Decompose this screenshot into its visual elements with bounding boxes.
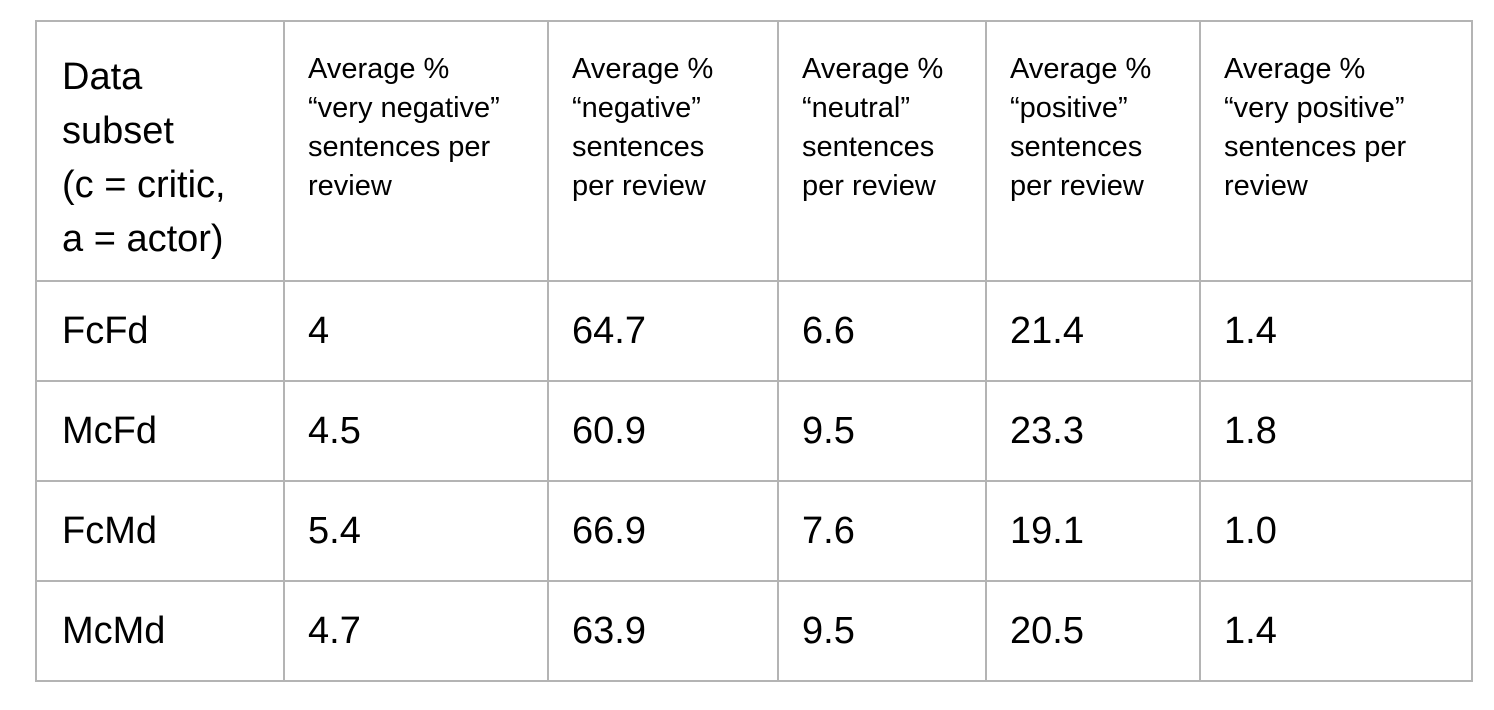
cell-very-positive: 1.0 (1199, 480, 1473, 582)
row-label: McMd (35, 580, 285, 682)
cell-neutral: 7.6 (777, 480, 987, 582)
header-data-subset: Data subset (c = critic, a = actor) (35, 20, 285, 282)
row-label: McFd (35, 380, 285, 482)
cell-positive: 20.5 (985, 580, 1201, 682)
header-negative: Average % “negative” sentences per revie… (547, 20, 779, 282)
cell-positive: 23.3 (985, 380, 1201, 482)
cell-very-positive: 1.4 (1199, 580, 1473, 682)
row-label: FcMd (35, 480, 285, 582)
cell-very-negative: 5.4 (283, 480, 549, 582)
header-very-negative: Average % “very negative” sentences per … (283, 20, 549, 282)
sentiment-table: Data subset (c = critic, a = actor) Aver… (35, 20, 1473, 682)
cell-negative: 66.9 (547, 480, 779, 582)
header-positive: Average % “positive” sentences per revie… (985, 20, 1201, 282)
cell-very-positive: 1.4 (1199, 280, 1473, 382)
cell-negative: 64.7 (547, 280, 779, 382)
header-neutral: Average % “neutral” sentences per review (777, 20, 987, 282)
cell-very-positive: 1.8 (1199, 380, 1473, 482)
cell-neutral: 9.5 (777, 580, 987, 682)
cell-positive: 19.1 (985, 480, 1201, 582)
table-row: FcFd 4 64.7 6.6 21.4 1.4 (35, 280, 1473, 382)
cell-neutral: 6.6 (777, 280, 987, 382)
row-label: FcFd (35, 280, 285, 382)
table-row: McMd 4.7 63.9 9.5 20.5 1.4 (35, 580, 1473, 682)
cell-neutral: 9.5 (777, 380, 987, 482)
table-row: McFd 4.5 60.9 9.5 23.3 1.8 (35, 380, 1473, 482)
cell-very-negative: 4 (283, 280, 549, 382)
cell-negative: 60.9 (547, 380, 779, 482)
cell-very-negative: 4.7 (283, 580, 549, 682)
cell-positive: 21.4 (985, 280, 1201, 382)
cell-negative: 63.9 (547, 580, 779, 682)
header-very-positive: Average % “very positive” sentences per … (1199, 20, 1473, 282)
table-header-row: Data subset (c = critic, a = actor) Aver… (35, 20, 1473, 282)
cell-very-negative: 4.5 (283, 380, 549, 482)
table-row: FcMd 5.4 66.9 7.6 19.1 1.0 (35, 480, 1473, 582)
